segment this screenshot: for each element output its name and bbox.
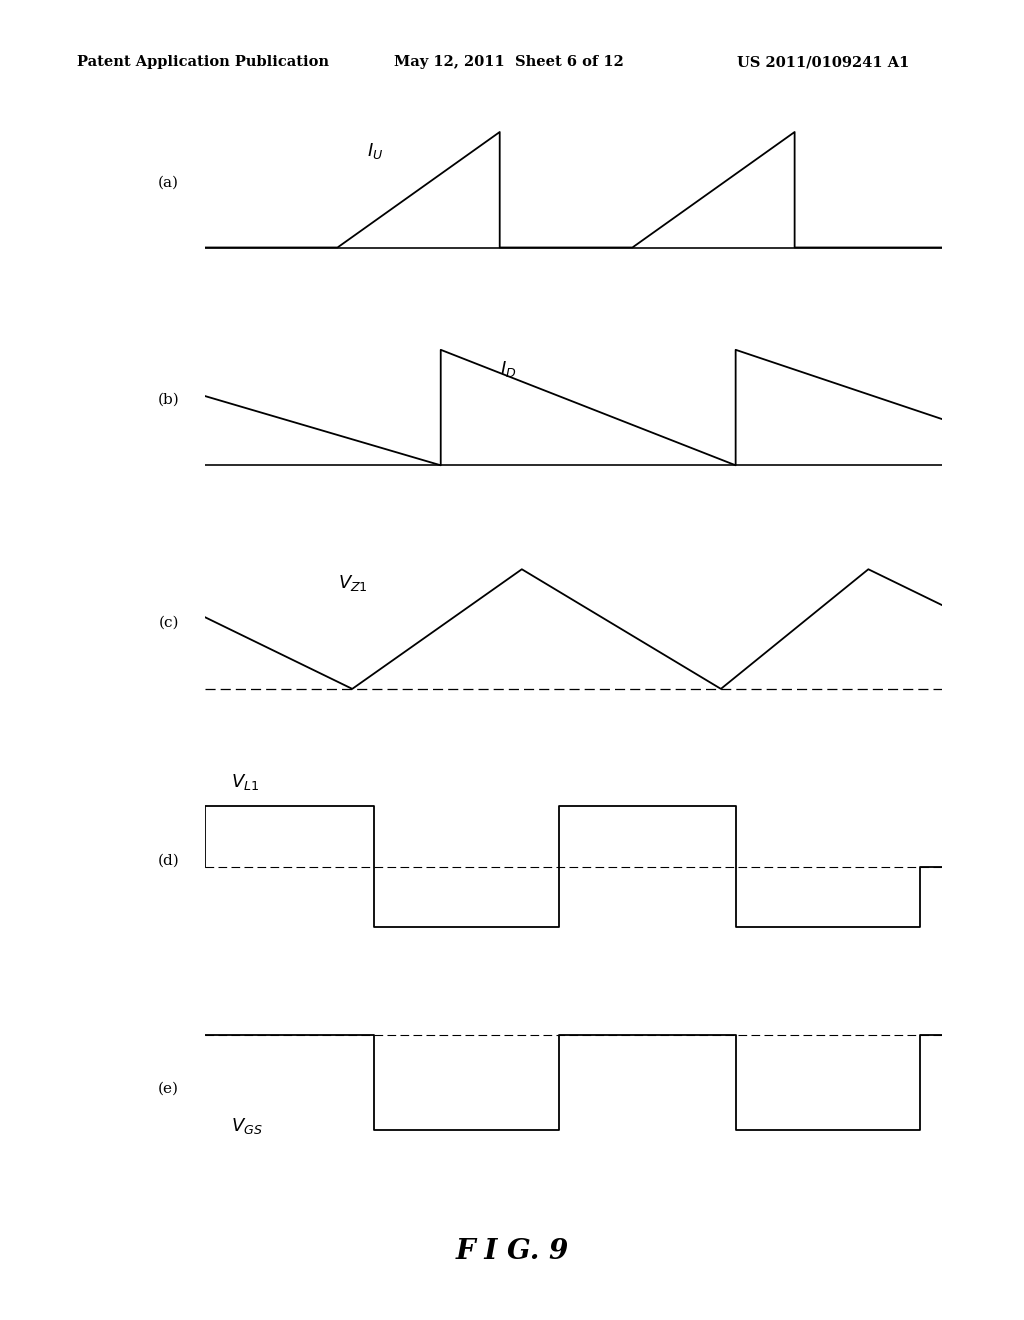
Text: (a): (a) (158, 176, 179, 189)
Text: (e): (e) (158, 1082, 179, 1096)
Text: F I G. 9: F I G. 9 (456, 1238, 568, 1265)
Text: $V_{Z1}$: $V_{Z1}$ (338, 573, 368, 593)
Text: $V_{GS}$: $V_{GS}$ (230, 1115, 262, 1135)
Text: Patent Application Publication: Patent Application Publication (77, 55, 329, 70)
Text: (c): (c) (159, 616, 179, 630)
Text: (b): (b) (158, 393, 179, 407)
Text: $I_{D}$: $I_{D}$ (500, 359, 516, 379)
Text: US 2011/0109241 A1: US 2011/0109241 A1 (737, 55, 909, 70)
Text: May 12, 2011  Sheet 6 of 12: May 12, 2011 Sheet 6 of 12 (394, 55, 624, 70)
Text: (d): (d) (158, 854, 179, 867)
Text: $V_{L1}$: $V_{L1}$ (230, 772, 259, 792)
Text: $I_{U}$: $I_{U}$ (367, 141, 383, 161)
